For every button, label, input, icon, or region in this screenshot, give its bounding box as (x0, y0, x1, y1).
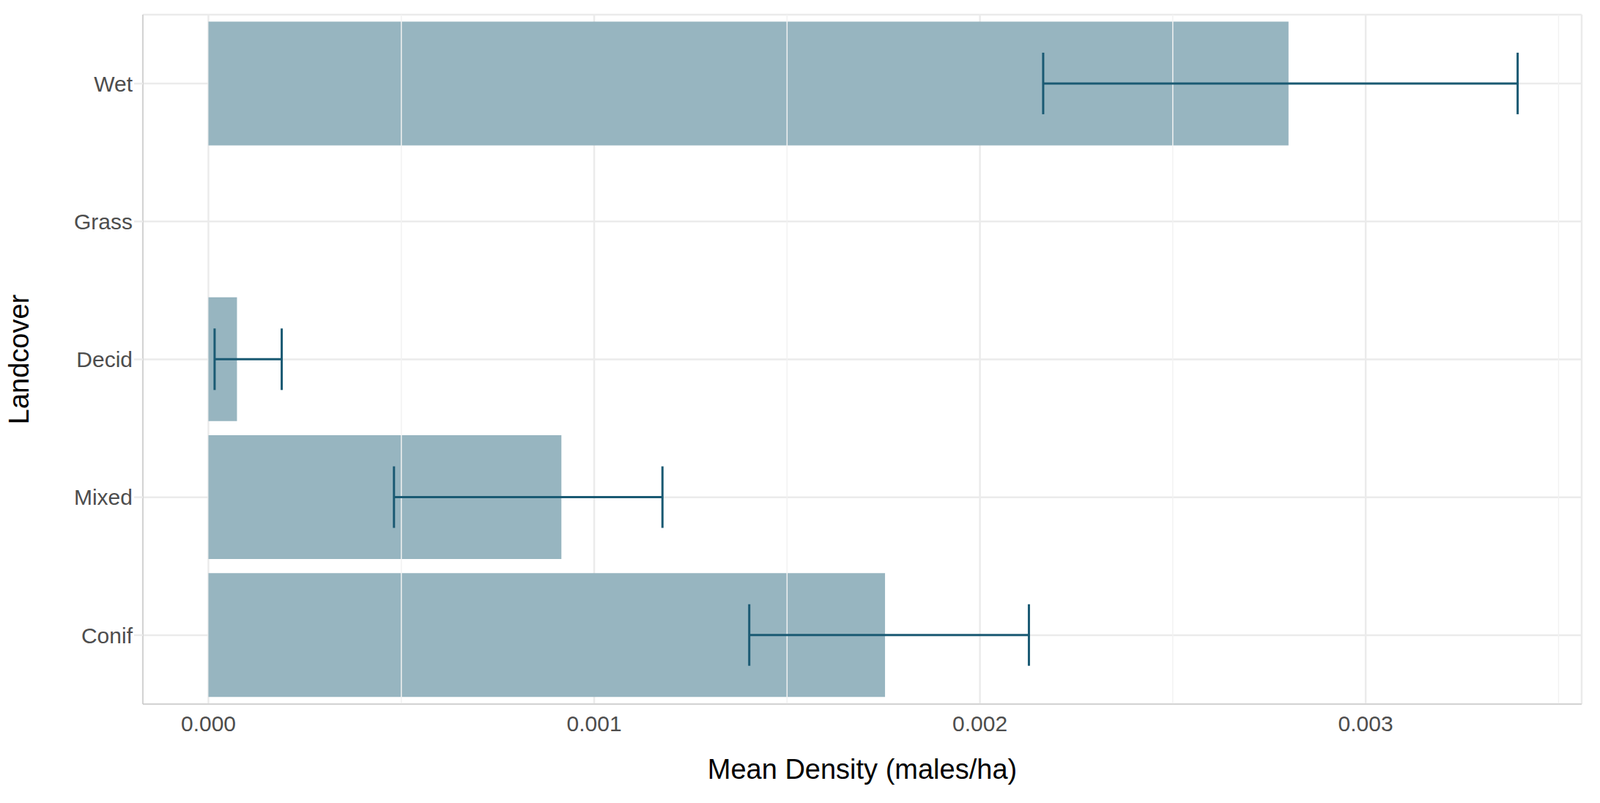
svg-text:Wet: Wet (93, 71, 133, 96)
svg-text:0.003: 0.003 (1338, 711, 1394, 736)
svg-text:Grass: Grass (73, 209, 133, 234)
svg-text:Conif: Conif (81, 623, 134, 648)
svg-text:Mixed: Mixed (73, 484, 133, 510)
svg-text:Mean Density (males/ha): Mean Density (males/ha) (707, 753, 1017, 785)
svg-text:Landcover: Landcover (5, 293, 35, 425)
svg-text:0.002: 0.002 (952, 711, 1008, 736)
svg-text:0.001: 0.001 (567, 711, 622, 736)
svg-text:Decid: Decid (76, 347, 133, 372)
svg-text:0.000: 0.000 (180, 711, 236, 736)
